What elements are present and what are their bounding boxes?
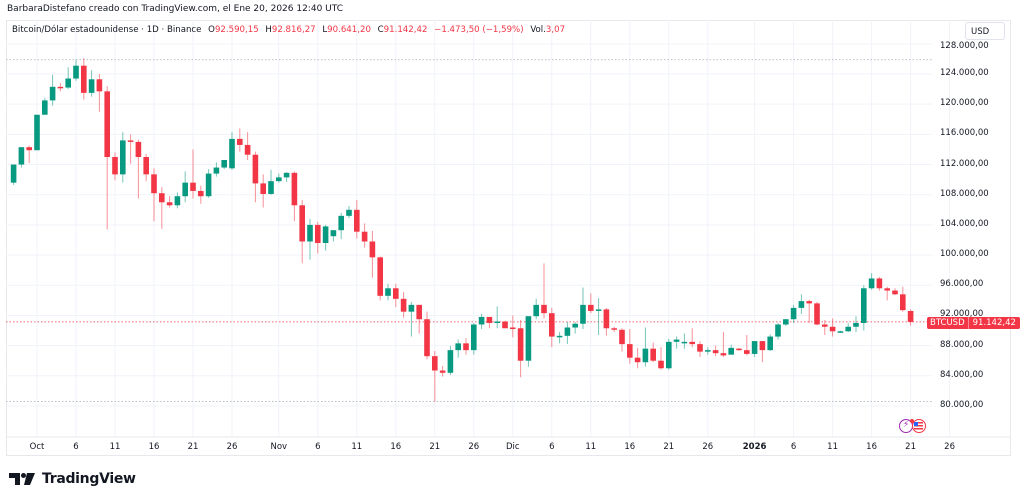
- close-value: 91.142,42: [383, 25, 428, 35]
- tradingview-logo-icon: [9, 473, 35, 485]
- time-tick: 11: [585, 442, 597, 452]
- time-tick: 21: [187, 442, 199, 452]
- price-tick: 108.000,00: [940, 188, 989, 199]
- price-tick: 96.000,00: [940, 279, 984, 290]
- last-price-symbol: BTCUSD: [927, 317, 969, 329]
- time-tick: 26: [226, 442, 238, 452]
- high-label: H: [265, 25, 272, 35]
- price-tick: 88.000,00: [940, 339, 984, 350]
- price-tick: 104.000,00: [940, 218, 989, 229]
- open-value: 92.590,15: [214, 25, 259, 35]
- time-tick: 16: [390, 442, 402, 452]
- chart-frame: [6, 20, 1011, 456]
- time-tick: 21: [429, 442, 441, 452]
- symbol-legend: Bitcoin/Dólar estadounidense · 1D · Bina…: [12, 25, 565, 35]
- low-label: L: [322, 25, 328, 35]
- time-tick: Nov: [270, 442, 288, 452]
- lightning-event-icon[interactable]: ⚡: [899, 419, 914, 433]
- price-tick: 84.000,00: [940, 369, 984, 380]
- currency-button[interactable]: USD: [965, 22, 1005, 40]
- time-tick: 6: [315, 442, 321, 452]
- price-tick: 120.000,00: [940, 98, 989, 109]
- grid-lines: [6, 20, 951, 437]
- time-tick: Oct: [29, 442, 45, 452]
- volume-label: Vol.: [530, 25, 546, 35]
- time-tick: 16: [866, 442, 878, 452]
- time-tick: 16: [624, 442, 636, 452]
- price-tick: 128.000,00: [940, 40, 989, 51]
- time-tick: Dic: [506, 442, 520, 452]
- high-value: 92.816,27: [271, 25, 316, 35]
- time-tick: 6: [73, 442, 79, 452]
- chart-credit: BarbaraDistefano creado con TradingView.…: [7, 4, 343, 14]
- low-value: 90.641,20: [327, 25, 371, 35]
- time-tick: 16: [148, 442, 160, 452]
- volume-value: 3,07: [545, 25, 566, 35]
- last-price-label: BTCUSD 91.142,42: [927, 317, 1020, 329]
- close-label: C: [377, 25, 384, 35]
- time-tick: 21: [663, 442, 675, 452]
- time-tick: 26: [468, 442, 480, 452]
- time-tick: 21: [905, 442, 917, 452]
- change-value: −1.473,50 (−1,59%): [434, 25, 524, 35]
- open-label: O: [208, 25, 215, 35]
- price-tick: 124.000,00: [940, 68, 989, 78]
- price-tick: 80.000,00: [940, 399, 984, 410]
- price-tick: 92.000,00: [940, 309, 984, 320]
- price-tick: 116.000,00: [940, 128, 989, 139]
- time-tick: 6: [549, 442, 555, 452]
- symbol-description[interactable]: Bitcoin/Dólar estadounidense · 1D · Bina…: [12, 25, 202, 35]
- time-tick: 26: [702, 442, 714, 452]
- time-tick: 11: [351, 442, 363, 452]
- tradingview-logo[interactable]: TradingView: [9, 471, 136, 487]
- us-flag-economic-event-icon[interactable]: [912, 419, 926, 433]
- tradingview-wordmark: TradingView: [42, 471, 136, 487]
- price-tick: 112.000,00: [940, 158, 989, 169]
- last-price-value: 91.142,42: [968, 317, 1020, 329]
- candles: [10, 58, 914, 402]
- price-tick: 100.000,00: [940, 249, 989, 260]
- time-tick: 2026: [742, 442, 767, 452]
- dashed-price-lines: [6, 59, 932, 402]
- time-tick: 26: [944, 442, 956, 452]
- time-tick: 6: [790, 442, 797, 452]
- time-tick: 11: [827, 442, 839, 452]
- time-tick: 11: [109, 442, 121, 452]
